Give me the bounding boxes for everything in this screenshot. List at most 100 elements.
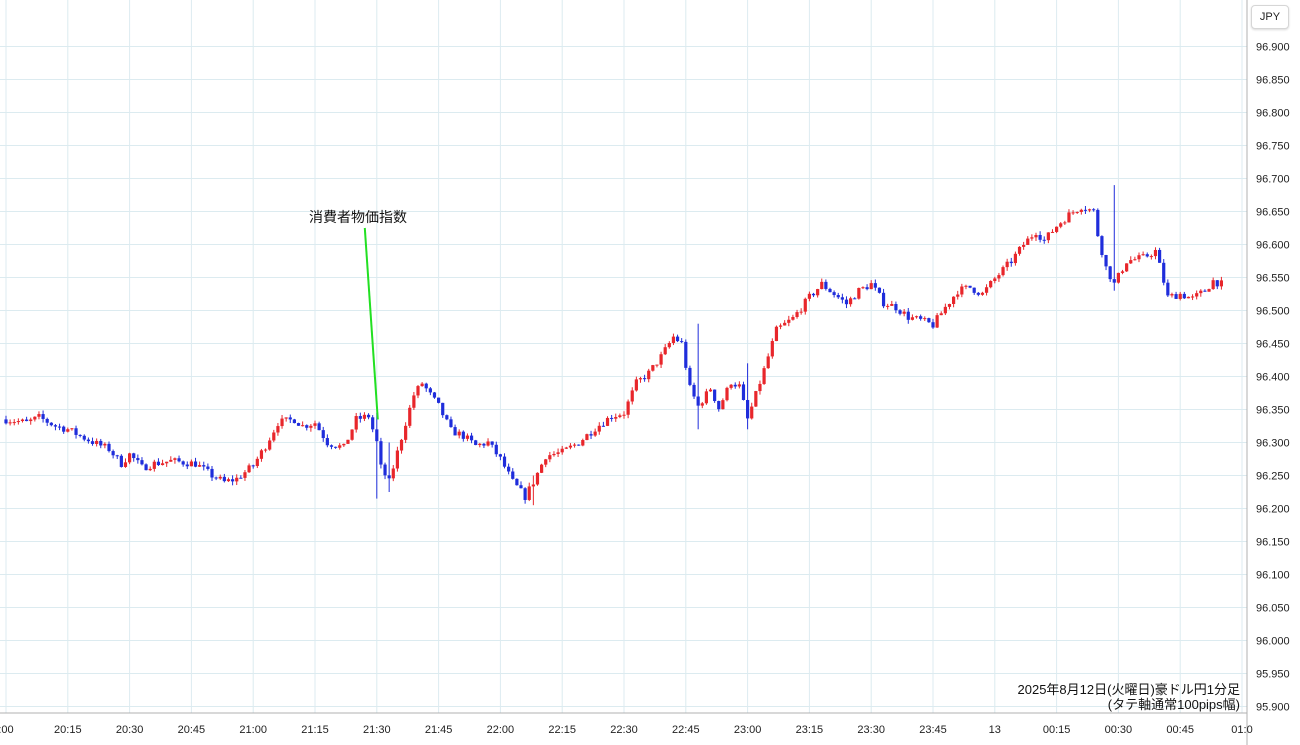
candle-body	[638, 378, 643, 380]
candle-body	[688, 367, 692, 385]
candle	[399, 438, 404, 454]
candle-body	[185, 464, 189, 467]
candle-body	[132, 453, 136, 459]
candle-body	[923, 318, 927, 320]
candle-body	[618, 415, 622, 417]
candle	[243, 470, 247, 481]
candle	[90, 437, 95, 446]
candle	[115, 454, 119, 460]
candle	[424, 382, 428, 392]
candle	[1055, 226, 1059, 234]
candle	[325, 434, 329, 448]
candle	[259, 448, 264, 462]
candle	[1112, 185, 1116, 291]
candle	[214, 476, 218, 481]
candle-body	[350, 429, 354, 440]
candle-body	[886, 305, 890, 307]
candle	[461, 430, 465, 442]
candle-body	[651, 365, 655, 371]
x-tick-label: 13	[989, 724, 1001, 736]
candle	[552, 451, 556, 457]
candle	[597, 422, 601, 435]
candle	[453, 424, 457, 436]
candle-body	[482, 443, 486, 446]
candle-body	[16, 421, 20, 423]
candle-body	[165, 461, 169, 464]
candle-body	[1005, 261, 1009, 268]
candle	[210, 466, 214, 481]
candle	[457, 429, 461, 439]
currency-badge[interactable]: JPY	[1251, 5, 1289, 29]
candle	[1120, 269, 1125, 275]
candle	[997, 272, 1001, 282]
candle	[437, 397, 441, 404]
candle	[634, 376, 638, 392]
candle-body	[445, 415, 449, 420]
x-tick-label: 21:30	[363, 724, 391, 736]
candle-body	[1203, 290, 1207, 292]
candle	[844, 296, 849, 309]
candle	[1096, 208, 1100, 237]
candle-body	[828, 288, 832, 293]
candle-body	[927, 318, 931, 323]
candle	[350, 429, 354, 441]
candle-body	[1067, 212, 1071, 223]
candle-body	[375, 429, 379, 442]
candle-body	[309, 425, 313, 428]
candle	[284, 417, 288, 422]
candle-body	[1059, 223, 1063, 227]
y-tick-label: 96.150	[1256, 537, 1290, 549]
y-tick-label: 96.250	[1256, 471, 1290, 483]
candle-body	[836, 295, 840, 298]
candle-body	[1129, 260, 1133, 264]
candle-body	[746, 399, 750, 419]
candle	[527, 482, 531, 502]
candle	[474, 439, 478, 446]
candle	[428, 386, 432, 396]
candle-body	[1141, 254, 1145, 256]
y-tick-label: 95.900	[1256, 702, 1290, 714]
candle	[733, 382, 737, 389]
candle	[700, 401, 704, 409]
candle-body	[1038, 234, 1042, 240]
candle-body	[338, 445, 342, 448]
candle	[1186, 296, 1191, 299]
candle	[4, 415, 8, 425]
candle-body	[292, 419, 296, 424]
candle-body	[577, 444, 581, 446]
y-tick-label: 96.100	[1256, 570, 1290, 582]
candle	[910, 314, 914, 321]
candle	[1215, 280, 1219, 290]
candle-body	[107, 443, 111, 452]
candle	[66, 427, 70, 433]
candle-body	[206, 466, 210, 469]
candle	[128, 452, 132, 465]
candle-body	[424, 383, 428, 389]
candle-body	[762, 368, 766, 384]
candle	[659, 351, 663, 368]
candle	[1129, 256, 1133, 264]
candle	[1059, 222, 1063, 229]
candle-body	[152, 461, 156, 469]
candle-body	[239, 477, 243, 479]
candle	[984, 284, 989, 296]
candle	[1149, 254, 1153, 260]
candle-body	[428, 388, 432, 393]
candle	[601, 421, 605, 427]
candle-body	[346, 439, 350, 444]
candle-body	[778, 325, 783, 327]
candle-body	[972, 287, 976, 293]
candle-body	[1096, 209, 1100, 237]
candle	[511, 468, 515, 480]
candle	[502, 453, 507, 469]
candle	[37, 411, 41, 420]
candle	[1108, 265, 1112, 282]
candle	[869, 280, 873, 290]
candle	[972, 287, 976, 295]
x-tick-label: 00:15	[1043, 724, 1071, 736]
candle	[12, 419, 16, 426]
candle	[1075, 211, 1079, 214]
x-tick-label: 20:30	[116, 724, 144, 736]
candle	[976, 291, 980, 297]
candle-body	[968, 285, 972, 288]
